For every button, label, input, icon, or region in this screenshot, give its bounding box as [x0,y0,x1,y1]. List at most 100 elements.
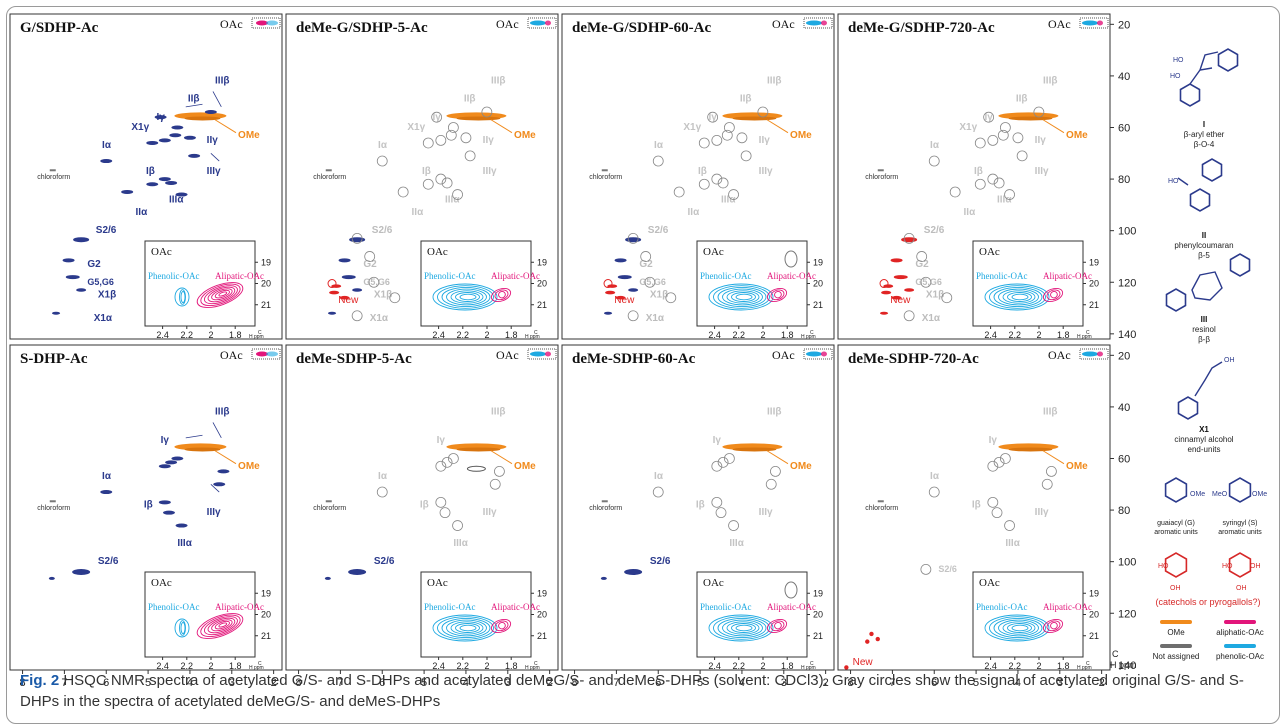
aliphatic-contour [766,287,788,303]
new-label: New [338,295,359,306]
original-signal-circle [723,122,735,133]
oac-mini-box [527,17,557,29]
y-tick-label: 100 [1118,226,1136,238]
original-signal-circle [949,186,961,198]
inset-axis-label: H ppm [249,665,264,671]
inset-tick-label: 2.4 [708,330,721,340]
inset-tick-label: 20 [1089,610,1099,620]
original-signal-circle [993,177,1005,189]
chloroform-signal [601,500,608,503]
inset-axis-label: C [810,330,814,336]
signal-label: IIIα [169,194,184,205]
phenolic-contour [989,285,1046,309]
aliphatic-contour [1042,287,1064,303]
structure-atom: HO [1222,563,1233,570]
inset-tick-label: 2.2 [457,330,470,340]
signal-label: IIβ [188,94,200,105]
inset-tick-label: 21 [813,300,823,310]
structure-atom: OMe [1252,491,1267,498]
phenolic-contour [432,283,498,311]
signal-label: Iβ [422,166,431,177]
original-signal-circle [652,155,664,167]
spectrum-panel: G/SDHP-AcOAcOMechloroformIIIβIIβIγX1γIIγ… [9,13,283,340]
original-signal-circle [717,177,729,189]
original-signal-circle [376,155,388,167]
signal-label: S2/6 [98,556,119,567]
x-tick-label: 3 [1057,677,1063,689]
aliphatic-contour [207,617,236,634]
signal-label: G2 [639,259,653,270]
unassigned-contour [784,581,798,599]
signal-label: X1γ [959,122,977,133]
inset-tick-label: 2 [1036,661,1041,671]
structure-desc: aromatic units [1154,529,1198,536]
original-signal-circle [974,137,986,149]
x-tick-label: 8 [571,677,577,689]
signal-contour [175,192,188,197]
oac-mini-box [251,348,281,360]
aliphatic-contour [774,290,782,299]
original-signal-circle [707,111,719,123]
signal-contour [100,159,113,164]
original-signal-circle [1004,189,1015,200]
inset-phenolic-label: Phenolic-OAc [424,602,476,612]
spectrum-panel: deMe-G/SDHP-720-Ac OAc OMe chloroform IIIβ II… [837,13,1136,341]
phenolic-contour [735,624,753,632]
chloroform-label: chloroform [313,505,346,512]
original-signal-circle [1004,520,1015,531]
resinol-ring [1229,253,1251,277]
structure-name: (catechols or pyrogallols?) [1155,597,1260,607]
leader-line [210,483,220,493]
signal-contour [146,182,159,187]
signal-contour [154,115,167,120]
inset-title: OAc [979,246,1000,258]
structure-name: II [1202,231,1206,240]
pyrogallol-ring [1228,552,1252,578]
phenolic-contour [717,617,767,639]
inset-tick-label: 20 [261,610,271,620]
signal-label: IIIγ [207,507,221,518]
phenolic-contour [1007,292,1032,302]
y-tick-label: 60 [1118,122,1130,134]
original-signal-circle [447,453,459,464]
oac-mini-blob [1082,351,1098,357]
spectrum-panel: deMe-SDHP-720-Ac OAc OMe chloroform IIIβ Iγ Iα… [837,344,1136,689]
phenolic-contour [713,616,770,640]
chloroform-label: chloroform [865,174,898,181]
inset-aliphatic-label: Alipatic-OAc [215,602,264,612]
original-signal-circle [903,233,915,244]
inset-tick-label: 2 [484,330,489,340]
signal-label: Iβ [972,500,981,511]
signal-contour [165,460,178,465]
new-signal [865,639,870,644]
new-label: New [614,295,635,306]
x-tick-label: 4 [739,677,745,689]
signal-label: IIIα [453,538,468,549]
panel-title: deMe-SDHP-720-Ac [848,351,979,367]
phenolic-contour [1011,624,1029,632]
phenolic-contour [717,286,767,308]
original-signal-circle [757,106,769,118]
y-tick-label: 140 [1118,660,1136,672]
inset-aliphatic-label: Alipatic-OAc [767,602,816,612]
aliphatic-contour [207,286,236,303]
chloroform-signal [325,500,332,503]
inset-aliphatic-label: Alipatic-OAc [215,271,264,281]
signal-label: X1β [926,290,944,301]
ome-leader [1042,450,1065,465]
structure-atom: OH [1170,585,1181,592]
new-signal [327,279,337,289]
original-signal-circle [728,189,739,200]
oac-mini-blob [806,20,822,26]
signal-label: X1γ [683,122,701,133]
aliphatic-contour [203,616,238,636]
ome-signal [1008,116,1053,121]
chloroform-label: chloroform [589,174,622,181]
ome-label: OMe [238,130,260,141]
oac-mini-label: OAc [220,17,243,31]
inset-axis-label: C [1086,661,1090,667]
aliphatic-contour [196,282,244,308]
aromatic-contour [62,258,75,263]
x-tick-label: 2 [547,677,553,689]
